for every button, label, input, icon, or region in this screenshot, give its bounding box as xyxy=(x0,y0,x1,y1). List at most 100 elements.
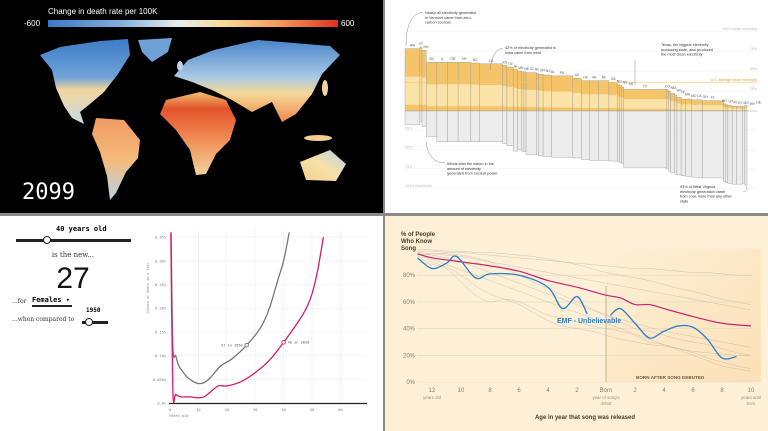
bar-clean-secondary-sc xyxy=(471,84,480,107)
mortality-chart: 0.0% 0.050% 0.10% 0.15% 0.20% 0.25% 0.30% 0.35%… xyxy=(146,230,367,418)
bar-clean-secondary-va xyxy=(590,94,599,108)
marker-label: 27 in 1950 xyxy=(221,343,243,347)
x-tick-sublabel: years old xyxy=(423,395,441,400)
state-label: DE xyxy=(756,100,761,104)
bar-clean-secondary-nc xyxy=(526,89,537,108)
gridline-label: 25% xyxy=(405,126,413,130)
state-label: CO xyxy=(665,84,670,88)
series-group xyxy=(170,232,325,404)
x-tick-label: 20 xyxy=(225,408,229,412)
x-tick-label: 2 xyxy=(633,388,637,394)
bar-fossil-sd xyxy=(426,110,438,137)
gridline-label: 100% fossil fuels xyxy=(405,184,432,188)
bar-clean-secondary-nj xyxy=(539,90,543,108)
gridline-label: 25% xyxy=(750,87,758,91)
bar-fossil-tn xyxy=(506,110,514,146)
year-label: 2099 xyxy=(22,180,75,205)
indonesia xyxy=(304,135,332,141)
bar-fossil-md xyxy=(680,110,686,176)
bar-fossil-id xyxy=(523,110,527,153)
y-tick-label: 40% xyxy=(403,327,416,333)
bar-fossil-ca xyxy=(479,110,503,142)
bar-clean-secondary-nd xyxy=(617,96,620,109)
x-tick-label: 8 xyxy=(488,388,492,394)
annotation-text: Iowa came from wind xyxy=(505,51,541,55)
state-label: NC xyxy=(535,68,540,72)
bar-fossil-wa xyxy=(404,110,421,126)
gridline-label: 100% clean electricity xyxy=(722,27,757,31)
bar-fossil-va xyxy=(589,110,599,161)
bar-clean-secondary-mi xyxy=(598,94,609,108)
for-label: ...for xyxy=(12,298,27,305)
x-tick-label: 60 xyxy=(338,408,342,412)
bar-fossil-wi xyxy=(670,110,675,173)
y-tick-label: 20% xyxy=(403,353,416,359)
annotation-leader xyxy=(742,184,748,193)
bar-fossil-mo xyxy=(736,110,743,185)
bar-clean-secondary-al xyxy=(543,91,552,108)
born-after-region xyxy=(606,248,761,382)
x-tick-sublabel: years until xyxy=(741,395,761,400)
bar-fossil-nm xyxy=(668,110,671,172)
song-knowledge-panel: 0% 20% 40% 60% 80% EMF - Unbelievable BORN AFT… xyxy=(385,216,768,431)
marker-2020 xyxy=(281,340,286,345)
x-tick-label: 8 xyxy=(720,388,724,394)
y-axis-label: Song xyxy=(401,246,416,252)
bar-clean-secondary-la xyxy=(685,104,692,110)
bar-clean-secondary-pa xyxy=(551,91,573,108)
state-label: MS xyxy=(685,92,691,96)
age-slider[interactable] xyxy=(16,239,131,242)
song-knowledge-chart: 0% 20% 40% 60% 80% EMF - Unbelievable BORN AFT… xyxy=(401,232,761,421)
bar-fossil-nh xyxy=(421,110,427,127)
bar-fossil-il xyxy=(436,110,448,142)
legend-title: Change in death rate per 100K xyxy=(48,7,158,16)
annotation-text: from coal, more than any other xyxy=(680,195,732,199)
state-label: AR xyxy=(628,82,633,86)
bar-fossil-tx xyxy=(623,110,667,168)
bar-clean-secondary-ms xyxy=(677,103,681,110)
state-label: OH xyxy=(703,95,709,99)
background-song-line xyxy=(417,249,752,305)
bar-clean-secondary-ar xyxy=(621,97,624,109)
bar-fossil-hi xyxy=(674,110,678,175)
bar-fossil-ut xyxy=(725,110,729,183)
bar-clean-secondary-oh xyxy=(692,104,703,110)
bar-fossil-ne xyxy=(521,110,525,152)
state-label: WY xyxy=(722,99,728,103)
electricity-panel: 100% clean electricity 75% 50% 25% 25% 50% 75%… xyxy=(385,0,768,213)
compare-year-slider-handle[interactable] xyxy=(85,318,93,326)
state-label: ND xyxy=(617,80,622,84)
y-tick-label: 0.0% xyxy=(157,402,166,406)
bar-fossil-ia xyxy=(513,110,518,152)
background-song-line xyxy=(417,252,752,311)
highlight-label: EMF - Unbelievable xyxy=(557,318,621,325)
annotation-leader xyxy=(425,141,446,164)
state-label: IL xyxy=(441,57,444,61)
bar-clean-secondary-in xyxy=(728,107,732,111)
x-tick-sublabel: year of song's xyxy=(592,395,620,400)
marker-1950 xyxy=(244,342,249,348)
state-label: NV xyxy=(623,80,628,84)
bar-clean-secondary-ut xyxy=(726,107,728,111)
marker-label: 40 in 2020 xyxy=(288,341,310,345)
y-tick-label: 0.050% xyxy=(153,378,167,382)
age-slider-handle[interactable] xyxy=(43,236,51,244)
y-axis-label: Who Know xyxy=(401,239,432,245)
bar-clean-secondary-nh xyxy=(422,77,426,105)
y-tick-label: 0.35% xyxy=(155,236,167,240)
x-tick-label: 50 xyxy=(310,408,314,412)
state-label: FL xyxy=(711,96,715,100)
annotation-leader xyxy=(405,11,424,47)
state-label: PA xyxy=(560,71,565,75)
compare-year-slider[interactable] xyxy=(82,321,108,324)
state-label: NM xyxy=(671,86,676,90)
gridline-label: 50% xyxy=(405,146,413,150)
annotation-text: amount of electricity xyxy=(447,167,481,171)
bar-clean-secondary-ky xyxy=(732,108,737,111)
bar-clean-secondary-ia xyxy=(513,88,518,107)
x-tick-sublabel: born xyxy=(747,401,756,406)
compared-label: ...when compared to xyxy=(12,316,75,323)
sex-select[interactable]: Females ▾ xyxy=(32,297,72,307)
world-map xyxy=(40,38,346,200)
x-tick-label: Born xyxy=(600,388,613,394)
